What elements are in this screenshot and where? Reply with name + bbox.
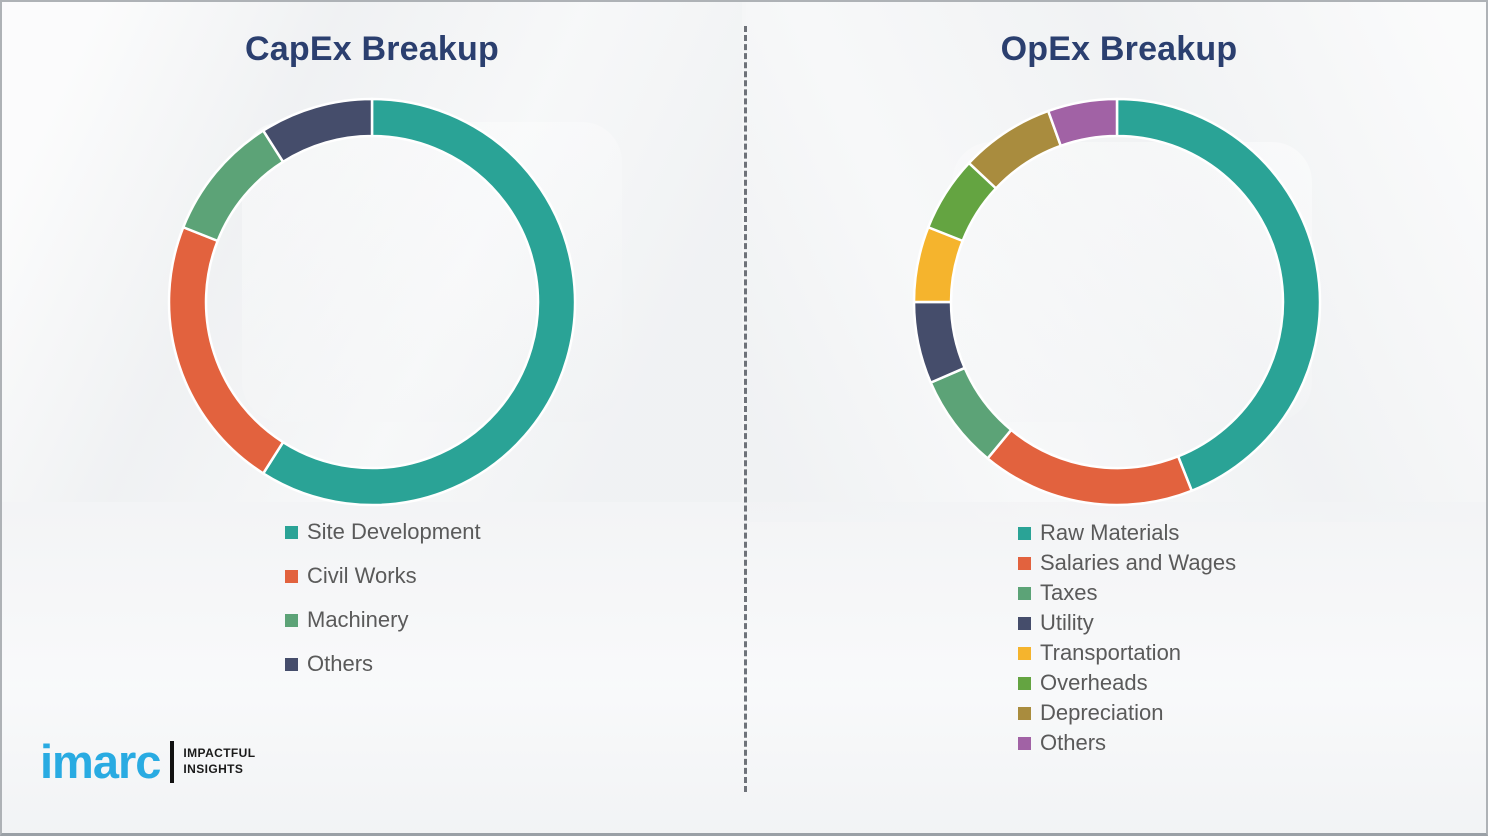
legend-item: Utility xyxy=(1018,608,1236,638)
legend-label: Salaries and Wages xyxy=(1040,550,1237,575)
logo-divider-bar xyxy=(170,740,175,783)
legend-swatch-icon xyxy=(1018,706,1031,720)
legend-swatch-icon xyxy=(1018,616,1031,630)
legend-swatch-icon xyxy=(285,569,298,583)
legend-label: Overheads xyxy=(1040,670,1148,695)
capex-legend: Site Development Civil Works Machinery O… xyxy=(285,510,481,686)
donut-segment-others xyxy=(1046,97,1119,148)
legend-item: Overheads xyxy=(1018,668,1236,698)
legend-label: Taxes xyxy=(1040,580,1098,605)
imarc-wordmark: imarc xyxy=(40,735,161,788)
legend-swatch-icon xyxy=(1018,556,1031,570)
legend-item: Depreciation xyxy=(1018,698,1236,728)
legend-item: Taxes xyxy=(1018,578,1236,608)
logo-tagline-line1: IMPACTFUL xyxy=(183,745,256,760)
donut-segment-salaries-and-wages xyxy=(986,428,1193,507)
donut-segment-others xyxy=(261,97,374,164)
opex-legend: Raw Materials Salaries and Wages Taxes U… xyxy=(1018,518,1236,758)
imarc-logo: imarc IMPACTFUL INSIGHTS xyxy=(40,738,255,785)
logo-tagline-line2: INSIGHTS xyxy=(183,761,244,776)
opex-chart-title: OpEx Breakup xyxy=(1000,30,1238,68)
legend-label: Transportation xyxy=(1040,640,1182,665)
legend-item: Others xyxy=(285,642,481,686)
opex-donut-chart xyxy=(912,97,1322,507)
legend-label: Others xyxy=(1040,730,1107,755)
donut-segment-machinery xyxy=(182,129,285,243)
donut-segment-taxes xyxy=(929,366,1013,460)
legend-item: Civil Works xyxy=(285,554,481,598)
capex-chart-title: CapEx Breakup xyxy=(245,30,499,68)
legend-item: Others xyxy=(1018,728,1236,758)
legend-swatch-icon xyxy=(1018,526,1031,540)
legend-label: Site Development xyxy=(307,519,481,544)
legend-swatch-icon xyxy=(1018,586,1031,600)
capex-donut-chart xyxy=(167,97,577,507)
legend-item: Salaries and Wages xyxy=(1018,548,1236,578)
legend-swatch-icon xyxy=(1018,676,1031,690)
legend-swatch-icon xyxy=(285,525,298,539)
legend-swatch-icon xyxy=(1018,736,1031,750)
legend-label: Others xyxy=(307,651,374,676)
legend-item: Machinery xyxy=(285,598,481,642)
legend-swatch-icon xyxy=(1018,646,1031,660)
donut-segment-utility xyxy=(912,300,966,384)
donut-segment-civil-works xyxy=(167,226,285,475)
donut-segment-raw-materials xyxy=(1115,97,1322,492)
dashed-divider xyxy=(744,26,747,792)
legend-label: Depreciation xyxy=(1040,700,1164,725)
legend-label: Raw Materials xyxy=(1040,520,1180,545)
legend-label: Civil Works xyxy=(307,563,417,588)
donut-segment-site-development xyxy=(261,97,577,507)
legend-swatch-icon xyxy=(285,613,298,627)
legend-item: Transportation xyxy=(1018,638,1236,668)
legend-swatch-icon xyxy=(285,657,298,671)
legend-item: Site Development xyxy=(285,510,481,554)
legend-label: Utility xyxy=(1040,610,1094,635)
logo-tagline: IMPACTFUL INSIGHTS xyxy=(183,746,255,777)
donut-segment-depreciation xyxy=(967,109,1063,190)
legend-item: Raw Materials xyxy=(1018,518,1236,548)
legend-label: Machinery xyxy=(307,607,409,632)
